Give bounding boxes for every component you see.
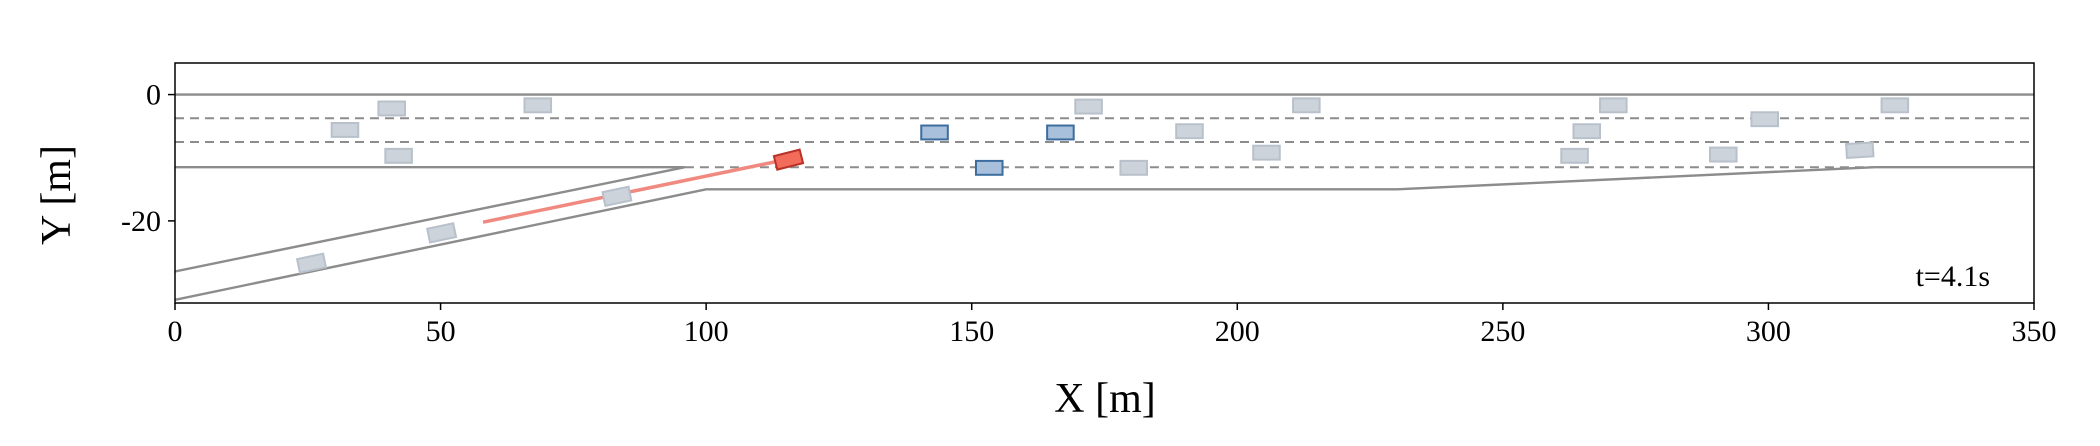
road-line [175,166,1875,302]
vehicle [1560,147,1589,164]
x-axis-label: X [m] [1054,376,1155,422]
vehicle [1074,98,1103,115]
x-tick-label: 200 [1215,315,1260,348]
vehicle [1046,124,1075,141]
road-line [175,166,686,273]
vehicle [1119,159,1148,176]
vehicle [1709,146,1738,163]
vehicle [974,159,1004,176]
vehicle [920,124,949,141]
vehicle [772,148,805,171]
vehicle [377,100,406,117]
y-axis-label: Y [m] [34,145,80,245]
x-tick-label: 150 [949,315,994,348]
vehicle [1750,111,1779,128]
y-tick-label: -20 [121,205,161,238]
vehicle [1845,141,1875,159]
vehicle [1572,123,1602,140]
plot-area [175,93,2034,302]
vehicle [1175,123,1204,140]
vehicle [1292,97,1321,114]
time-annotation: t=4.1s [1916,260,1990,293]
plot-frame [174,62,2035,304]
vehicle [1599,97,1628,114]
x-tick-label: 300 [1746,315,1791,348]
x-tick-label: 350 [2012,315,2057,348]
vehicle [384,147,413,164]
vehicle [601,185,633,207]
trajectory [482,157,787,224]
vehicle [330,122,360,138]
x-tick-label: 50 [426,315,456,348]
vehicle [1880,97,1910,114]
vehicle [426,222,458,244]
vehicle [523,97,553,114]
x-tick-label: 0 [168,315,183,348]
x-tick-label: 250 [1480,315,1525,348]
vehicle [295,252,328,274]
vehicle [1252,144,1281,161]
x-tick-label: 100 [684,315,729,348]
y-tick-label: 0 [146,79,161,112]
